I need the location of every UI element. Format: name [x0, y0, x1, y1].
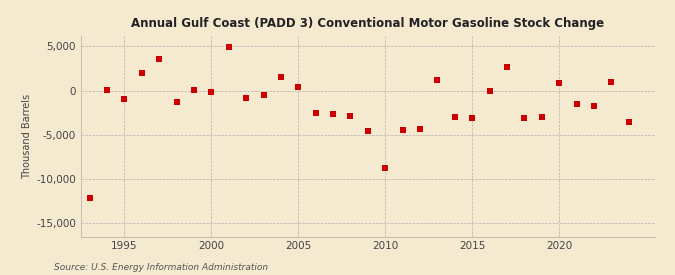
Point: [537, 115, 547, 119]
Point: [623, 119, 634, 124]
Point: [136, 71, 147, 75]
Point: [171, 100, 182, 104]
Point: [102, 87, 113, 92]
Point: [327, 112, 338, 117]
Text: Source: U.S. Energy Information Administration: Source: U.S. Energy Information Administ…: [54, 263, 268, 272]
Point: [345, 114, 356, 119]
Point: [223, 45, 234, 50]
Point: [589, 103, 599, 108]
Point: [432, 78, 443, 82]
Point: [414, 126, 425, 131]
Point: [275, 75, 286, 79]
Point: [154, 57, 165, 61]
Point: [450, 115, 460, 119]
Point: [502, 65, 512, 69]
Point: [398, 128, 408, 133]
Point: [188, 87, 199, 92]
Point: [258, 93, 269, 97]
Point: [554, 80, 564, 85]
Y-axis label: Thousand Barrels: Thousand Barrels: [22, 94, 32, 179]
Point: [84, 196, 95, 201]
Point: [519, 116, 530, 120]
Point: [119, 96, 130, 101]
Point: [310, 111, 321, 115]
Point: [206, 90, 217, 94]
Point: [606, 80, 617, 84]
Point: [484, 89, 495, 94]
Point: [241, 95, 252, 100]
Point: [293, 85, 304, 89]
Point: [571, 102, 582, 106]
Point: [467, 116, 478, 120]
Point: [362, 129, 373, 133]
Title: Annual Gulf Coast (PADD 3) Conventional Motor Gasoline Stock Change: Annual Gulf Coast (PADD 3) Conventional …: [132, 17, 604, 31]
Point: [380, 165, 391, 170]
